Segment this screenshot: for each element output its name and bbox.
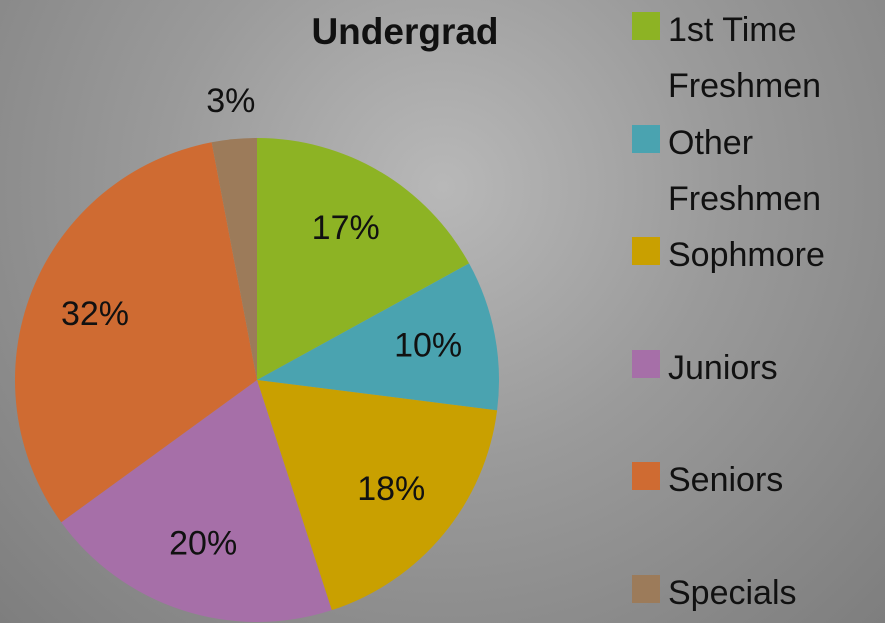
legend-swatch: [632, 125, 660, 153]
legend-item: Juniors: [632, 340, 882, 396]
data-label: 18%: [357, 470, 425, 508]
data-label: 17%: [312, 209, 380, 247]
legend-label: Specials: [668, 565, 828, 621]
legend-swatch: [632, 575, 660, 603]
legend-swatch: [632, 237, 660, 265]
legend-swatch: [632, 350, 660, 378]
legend-label: Sophmore: [668, 227, 828, 283]
slide: Undergrad 17% 10% 18% 20% 32% 3% 1st Time Fre…: [0, 0, 885, 623]
data-label: 32%: [61, 295, 129, 333]
legend-label: 1st Time Freshmen: [668, 2, 828, 114]
legend-swatch: [632, 462, 660, 490]
data-label: 3%: [206, 82, 255, 120]
legend-item: Other Freshmen: [632, 115, 882, 227]
legend-item: Specials: [632, 565, 882, 621]
legend-item: Seniors: [632, 452, 882, 508]
legend-item: Sophmore: [632, 227, 882, 283]
legend-label: Seniors: [668, 452, 828, 508]
legend-label: Juniors: [668, 340, 828, 396]
legend-label: Other Freshmen: [668, 115, 828, 227]
chart-title: Undergrad: [311, 11, 498, 52]
data-label: 10%: [394, 326, 462, 364]
data-label: 20%: [169, 525, 237, 563]
legend-item: 1st Time Freshmen: [632, 2, 882, 114]
legend-swatch: [632, 12, 660, 40]
